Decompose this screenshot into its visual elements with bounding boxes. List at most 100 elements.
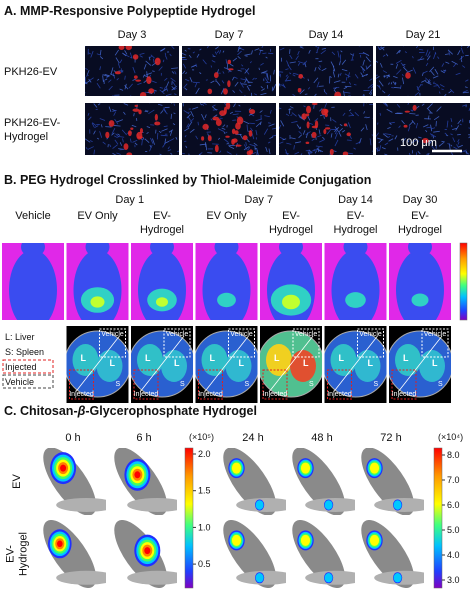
signal — [345, 292, 366, 308]
micrograph — [376, 103, 470, 155]
organ-image: Vehicle Injected L L S — [66, 326, 129, 403]
fiber — [308, 49, 311, 54]
fiber — [456, 144, 459, 148]
fiber — [195, 63, 198, 68]
fiber — [267, 141, 271, 144]
fiber — [213, 114, 218, 118]
ivis-image — [111, 520, 177, 588]
injected-box — [133, 369, 159, 400]
organ-label: L — [81, 353, 87, 363]
fiber — [189, 128, 195, 133]
fiber — [122, 52, 127, 57]
fiber — [318, 67, 321, 71]
fiber — [259, 49, 264, 52]
fiber — [358, 46, 361, 47]
fiber — [425, 129, 428, 133]
fiber — [317, 134, 322, 138]
micrograph — [85, 103, 179, 155]
fiber — [385, 53, 389, 57]
fiber — [362, 52, 370, 56]
signal — [314, 120, 319, 129]
signal — [411, 293, 429, 307]
fiber — [387, 93, 391, 96]
signal — [311, 131, 317, 139]
fiber — [388, 122, 392, 125]
fiber — [172, 81, 176, 87]
fiber — [279, 47, 285, 51]
signal — [130, 127, 134, 130]
fiber — [342, 112, 346, 116]
colorbar-tick: 2.0 — [198, 449, 211, 459]
fiber — [360, 72, 364, 77]
signal — [225, 103, 231, 110]
fiber — [314, 118, 319, 122]
signal — [212, 116, 220, 121]
fiber — [378, 139, 383, 144]
injected-box — [391, 369, 417, 400]
row-label: PKH26-EV- — [4, 117, 61, 129]
fiber — [90, 50, 94, 58]
fiber — [254, 93, 258, 96]
fiber — [313, 77, 319, 84]
fiber — [192, 51, 195, 54]
fiber — [237, 50, 242, 56]
fiber — [428, 139, 433, 145]
fiber — [362, 68, 365, 73]
fiber — [418, 136, 422, 139]
fiber — [119, 59, 123, 63]
fiber — [187, 111, 190, 115]
fiber — [228, 145, 235, 150]
fiber — [212, 104, 216, 107]
ivis-image — [220, 448, 286, 515]
fiber — [426, 153, 428, 155]
fiber — [182, 152, 185, 155]
fiber — [96, 137, 100, 140]
fiber — [355, 141, 362, 145]
fiber — [220, 87, 225, 95]
fiber — [417, 58, 425, 61]
fiber — [164, 138, 167, 143]
fiber — [382, 103, 388, 107]
row-label: PKH26-EV — [4, 66, 58, 78]
signal — [234, 130, 239, 135]
organ-label: S — [180, 381, 185, 388]
fiber — [259, 121, 262, 126]
vehicle-box — [357, 328, 384, 358]
fiber — [191, 106, 199, 110]
fiber — [250, 127, 254, 132]
fiber — [299, 89, 305, 95]
fiber — [379, 46, 385, 51]
fiber — [171, 67, 178, 69]
fiber — [182, 70, 186, 75]
organ-label: Vehicle — [424, 331, 447, 338]
fiber — [183, 83, 188, 89]
image-bg — [279, 46, 373, 96]
fiber — [146, 126, 151, 129]
fiber — [162, 108, 168, 115]
fiber — [279, 83, 281, 87]
fiber — [457, 141, 460, 145]
fiber — [254, 48, 260, 51]
fiber — [222, 71, 225, 74]
fiber — [244, 79, 247, 84]
fiber — [298, 130, 302, 135]
fiber — [232, 57, 238, 62]
organ-label: Injected — [392, 391, 417, 398]
fiber — [369, 78, 373, 81]
fiber — [238, 104, 241, 107]
fiber — [194, 82, 198, 88]
fiber — [427, 152, 430, 155]
head — [150, 243, 174, 257]
fiber — [319, 139, 326, 143]
fiber — [268, 148, 271, 154]
fiber — [223, 67, 229, 70]
fiber — [100, 124, 103, 128]
signal — [134, 104, 139, 107]
fiber — [410, 109, 413, 112]
fiber — [202, 59, 207, 65]
fiber — [332, 119, 337, 123]
panel-title: C. Chitosan-β-Glycerophosphate Hydrogel — [4, 404, 257, 418]
fiber — [379, 112, 382, 116]
fiber — [300, 153, 303, 155]
